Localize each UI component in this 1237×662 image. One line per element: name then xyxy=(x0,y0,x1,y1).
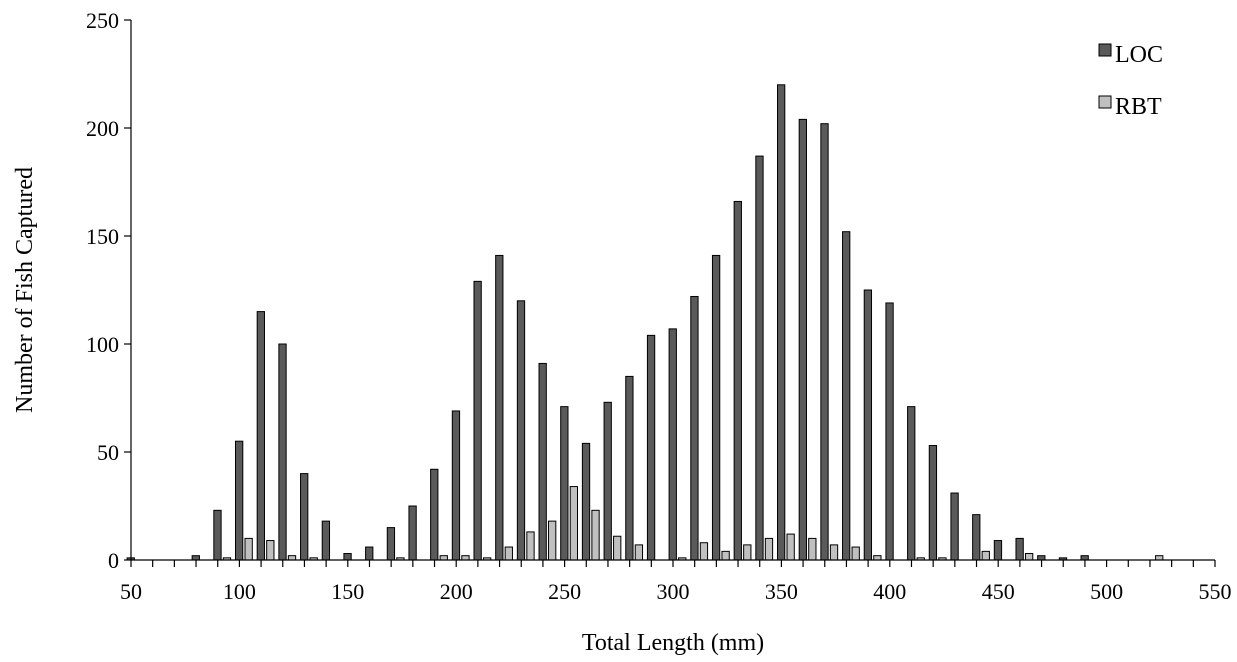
bar-rbt-190 xyxy=(439,555,448,561)
bar-loc-370 xyxy=(820,123,829,561)
bar-loc-330 xyxy=(733,200,742,561)
legend-swatch-rbt xyxy=(1098,95,1112,109)
x-tick-label: 550 xyxy=(1199,579,1232,604)
y-tick-label: 250 xyxy=(86,8,119,33)
x-tick-label: 350 xyxy=(765,579,798,604)
bar-loc-360 xyxy=(798,118,807,561)
bar-loc-210 xyxy=(473,280,482,561)
bar-rbt-360 xyxy=(808,537,817,561)
x-tick-label: 200 xyxy=(440,579,473,604)
bar-loc-450 xyxy=(993,540,1003,561)
axes-group xyxy=(124,19,1216,567)
bar-loc-430 xyxy=(950,492,959,561)
legend: LOC RBT xyxy=(1098,42,1163,120)
bar-rbt-520 xyxy=(1155,555,1164,561)
bar-rbt-280 xyxy=(634,544,644,561)
bar-loc-220 xyxy=(495,254,504,561)
y-tick-label: 150 xyxy=(86,224,119,249)
bar-loc-230 xyxy=(516,300,526,561)
bar-loc-140 xyxy=(321,520,331,561)
x-tick-label: 150 xyxy=(331,579,364,604)
bar-loc-130 xyxy=(300,473,309,561)
bar-loc-250 xyxy=(560,406,569,561)
y-axis-title: Number of Fish Captured xyxy=(12,167,38,413)
bar-loc-340 xyxy=(755,155,764,561)
bars-group xyxy=(126,84,1164,561)
legend-swatch-loc xyxy=(1098,43,1112,57)
bar-loc-80 xyxy=(191,555,200,561)
bar-rbt-370 xyxy=(829,544,839,561)
legend-label-rbt: RBT xyxy=(1115,94,1162,120)
bar-rbt-350 xyxy=(786,533,795,561)
bar-rbt-330 xyxy=(743,544,752,561)
bar-loc-200 xyxy=(451,410,461,561)
bar-rbt-270 xyxy=(613,535,622,561)
bar-loc-460 xyxy=(1015,537,1024,561)
bar-loc-240 xyxy=(538,362,547,561)
bar-loc-180 xyxy=(408,505,417,561)
bar-rbt-340 xyxy=(764,537,774,561)
bar-loc-270 xyxy=(603,401,612,561)
bar-loc-440 xyxy=(972,514,981,561)
y-tick-label: 200 xyxy=(86,116,119,141)
bar-loc-310 xyxy=(690,295,699,561)
x-tick-label: 500 xyxy=(1090,579,1123,604)
bar-loc-400 xyxy=(885,302,894,561)
x-tick-label: 50 xyxy=(120,579,142,604)
bar-rbt-110 xyxy=(266,540,275,561)
x-tick-label: 100 xyxy=(223,579,256,604)
bar-loc-350 xyxy=(777,84,786,561)
bar-loc-320 xyxy=(711,254,721,561)
bar-loc-170 xyxy=(386,527,396,561)
bar-rbt-230 xyxy=(526,531,535,561)
bar-loc-120 xyxy=(278,343,287,561)
bar-rbt-260 xyxy=(591,509,600,561)
bar-loc-110 xyxy=(256,311,265,561)
bar-loc-490 xyxy=(1080,555,1089,561)
bar-rbt-220 xyxy=(504,546,513,561)
bar-loc-390 xyxy=(863,289,873,561)
y-tick-label: 50 xyxy=(97,440,119,465)
bar-loc-90 xyxy=(213,509,222,561)
bar-rbt-380 xyxy=(851,546,860,561)
bar-rbt-200 xyxy=(461,555,470,561)
y-tick-label: 0 xyxy=(108,548,119,573)
x-tick-label: 250 xyxy=(548,579,581,604)
x-tick-label: 300 xyxy=(657,579,690,604)
x-tick-label: 400 xyxy=(873,579,906,604)
bar-rbt-460 xyxy=(1024,553,1034,561)
bar-loc-260 xyxy=(581,442,591,561)
x-axis-title: Total Length (mm) xyxy=(582,630,764,656)
bar-rbt-320 xyxy=(721,550,730,561)
bar-loc-190 xyxy=(430,468,439,561)
bar-loc-100 xyxy=(235,440,244,561)
x-tick-label: 450 xyxy=(982,579,1015,604)
bar-loc-150 xyxy=(343,553,352,561)
bar-loc-160 xyxy=(365,546,374,561)
bar-loc-410 xyxy=(907,406,916,561)
bar-loc-280 xyxy=(625,375,634,561)
bar-rbt-440 xyxy=(981,550,990,561)
bar-loc-290 xyxy=(646,334,656,561)
bar-loc-420 xyxy=(928,445,938,561)
y-tick-label: 100 xyxy=(86,332,119,357)
bar-loc-300 xyxy=(668,328,677,561)
bar-loc-470 xyxy=(1037,555,1046,561)
bar-rbt-390 xyxy=(873,555,882,561)
bar-rbt-310 xyxy=(699,542,709,561)
bar-rbt-120 xyxy=(287,555,297,561)
bar-rbt-250 xyxy=(569,486,579,561)
bar-loc-380 xyxy=(842,231,851,561)
bar-rbt-240 xyxy=(548,520,557,561)
legend-label-loc: LOC xyxy=(1115,42,1163,68)
bar-rbt-100 xyxy=(244,537,253,561)
